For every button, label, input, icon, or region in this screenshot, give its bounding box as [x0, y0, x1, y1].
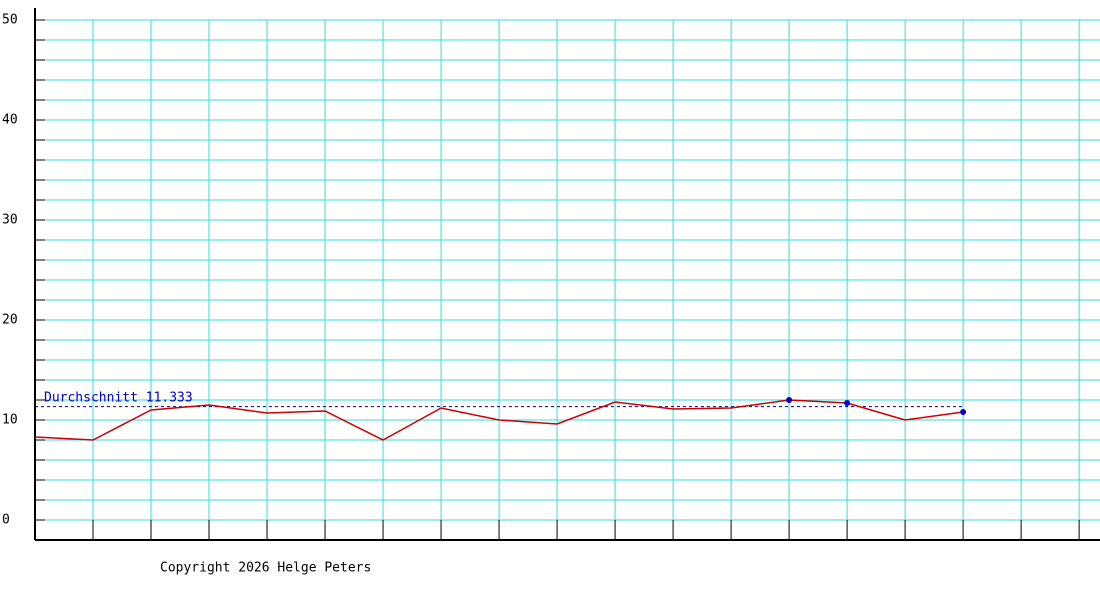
average-value: 11.333: [146, 390, 193, 405]
point: [786, 397, 793, 403]
point: [960, 409, 967, 415]
average-label-text: Durchschnitt: [44, 390, 138, 405]
footer: Copyright 2026 Helge Peters: [160, 561, 371, 576]
y-tick-label: 30: [2, 213, 18, 228]
point: [844, 400, 851, 406]
y-tick-label: 10: [2, 413, 18, 428]
y-tick-label: 50: [2, 13, 18, 28]
y-tick-label: 20: [2, 313, 18, 328]
data-line: [34, 399, 964, 441]
y-tick-label: 40: [2, 113, 18, 128]
average-label: Durchschnitt 11.333: [44, 390, 193, 405]
y-tick-label: 0: [2, 513, 10, 528]
